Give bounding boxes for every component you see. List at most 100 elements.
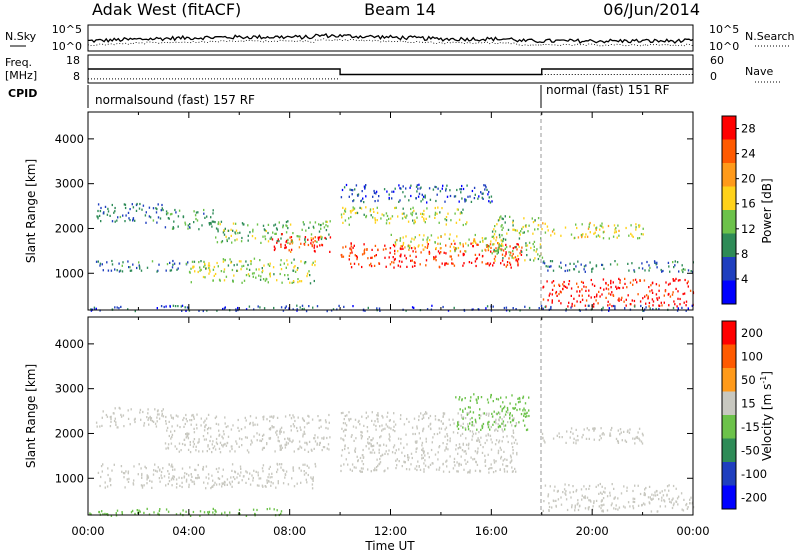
data-cell-band-7 (404, 215, 406, 218)
data-cell-band-2 (249, 483, 252, 486)
data-cell-band-5 (663, 499, 665, 502)
data-cell-band-7 (130, 511, 133, 514)
data-cell-band-11 (651, 289, 653, 292)
data-cell-band-5 (577, 502, 579, 505)
data-cell-band-12 (599, 235, 601, 238)
data-cell-band-3 (467, 471, 469, 474)
data-cell-band-11 (631, 299, 633, 302)
data-cell-band-4 (111, 263, 114, 266)
data-cell-band-13 (566, 269, 569, 272)
data-cell-band-13 (591, 268, 593, 271)
data-cell-band-2 (229, 483, 232, 486)
data-cell-band-1 (250, 443, 252, 446)
data-cell-band-5 (623, 485, 625, 488)
data-cell-band-5 (269, 275, 271, 278)
data-cell-band-3 (460, 424, 462, 427)
data-cell-band-8 (350, 245, 352, 248)
data-cell-band-3 (408, 456, 410, 459)
data-cell-band-0 (117, 216, 119, 219)
data-cell-band-5 (620, 492, 623, 495)
data-cell-band-7 (341, 216, 343, 219)
data-cell-band-3 (449, 423, 451, 427)
data-cell-band-3 (387, 411, 389, 414)
data-cell-band-0 (150, 418, 152, 422)
data-cell-band-3 (440, 420, 442, 423)
data-cell-band-14 (405, 309, 407, 312)
data-cell-band-5 (250, 262, 252, 266)
data-cell-band-14 (614, 307, 616, 310)
data-cell-band-4 (470, 396, 472, 399)
data-cell-band-1 (204, 419, 206, 422)
data-cell-band-13 (682, 270, 684, 274)
data-cell-band-3 (413, 417, 416, 420)
data-cell-band-14 (550, 305, 552, 309)
data-cell-band-13 (648, 269, 650, 272)
colorbar-segment (722, 344, 736, 368)
data-cell-band-1 (194, 214, 197, 217)
data-cell-band-6 (420, 186, 422, 189)
data-cell-band-1 (195, 445, 197, 448)
data-cell-band-4 (525, 412, 527, 415)
data-cell-band-7 (344, 219, 347, 222)
data-cell-band-7 (391, 215, 394, 218)
data-cell-band-4 (514, 425, 516, 428)
data-cell-band-7 (175, 513, 178, 516)
data-cell-band-0 (115, 423, 117, 426)
data-cell-band-7 (121, 512, 123, 515)
data-cell-band-1 (252, 421, 254, 424)
data-cell-band-2 (197, 476, 199, 479)
data-cell-band-2 (224, 227, 226, 230)
data-cell-band-1 (290, 425, 292, 428)
data-cell-band-2 (236, 238, 238, 241)
data-cell-band-12 (581, 233, 583, 237)
data-cell-band-1 (322, 446, 325, 449)
data-cell-band-6 (378, 195, 380, 198)
data-cell-band-1 (203, 438, 206, 441)
data-cell-band-2 (185, 480, 188, 483)
data-cell-band-8 (457, 254, 460, 257)
data-cell-band-2 (305, 471, 307, 475)
data-cell-band-14 (206, 309, 208, 312)
data-cell-band-3 (403, 423, 406, 426)
data-cell-band-2 (110, 484, 112, 487)
data-cell-band-10 (521, 250, 523, 253)
data-cell-band-7 (256, 508, 258, 512)
data-cell-band-2 (251, 235, 254, 238)
data-cell-band-9 (437, 242, 439, 245)
data-cell-band-5 (652, 497, 654, 500)
data-cell-band-2 (140, 484, 143, 487)
data-cell-band-11 (551, 299, 553, 302)
data-cell-band-5 (671, 498, 673, 502)
data-cell-band-7 (105, 513, 108, 516)
data-cell-band-5 (312, 261, 314, 264)
data-cell-band-5 (577, 499, 579, 502)
data-cell-band-3 (468, 442, 470, 445)
data-cell-band-2 (220, 241, 223, 244)
data-cell-band-8 (341, 255, 343, 258)
data-cell-band-3 (515, 422, 518, 425)
data-cell-band-14 (677, 307, 679, 310)
data-cell-band-1 (263, 433, 265, 436)
cpid-mode-1: normalsound (fast) 157 RF (95, 93, 255, 107)
data-cell-band-0 (156, 208, 158, 211)
data-cell-band-3 (354, 449, 356, 452)
data-cell-band-6 (600, 427, 602, 430)
data-cell-band-3 (345, 424, 348, 427)
data-cell-band-7 (412, 219, 414, 222)
data-cell-band-2 (257, 471, 259, 474)
data-cell-band-8 (490, 246, 492, 249)
data-cell-band-6 (586, 427, 588, 430)
data-cell-band-5 (602, 497, 605, 500)
data-cell-band-1 (284, 446, 287, 449)
data-cell-band-7 (458, 218, 461, 221)
data-cell-band-3 (344, 434, 346, 437)
data-cell-band-10 (502, 237, 505, 241)
data-cell-band-4 (99, 262, 102, 265)
data-cell-band-14 (223, 307, 226, 310)
data-cell-band-2 (235, 229, 238, 232)
data-cell-band-0 (105, 413, 108, 417)
data-cell-band-8 (497, 242, 499, 245)
data-cell-band-14 (634, 305, 636, 308)
data-cell-band-6 (466, 184, 468, 187)
data-cell-band-5 (617, 508, 619, 511)
